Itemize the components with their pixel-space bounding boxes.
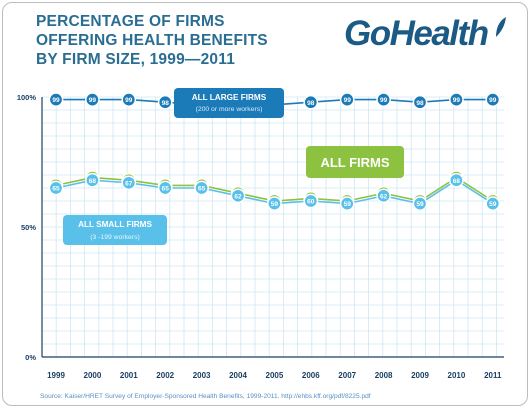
y-tick-label: 100% — [17, 93, 37, 102]
data-label-large: 99 — [125, 97, 133, 104]
x-tick-label: 2008 — [375, 371, 393, 380]
x-tick-label: 2002 — [156, 371, 174, 380]
x-tick-label: 1999 — [47, 371, 65, 380]
title-line-1: PERCENTAGE OF FIRMS — [36, 13, 225, 30]
data-label-small: 68 — [89, 178, 97, 185]
data-point-small — [376, 188, 391, 204]
data-label-small: 59 — [344, 201, 352, 208]
logo-text: GoHealth — [344, 14, 489, 53]
data-point-small — [157, 180, 173, 196]
data-label-small: 59 — [416, 201, 424, 208]
data-label-large: 99 — [380, 97, 388, 104]
data-label-small: 62 — [380, 193, 388, 200]
x-tick-label: 2000 — [84, 371, 102, 380]
data-label-small: 60 — [307, 199, 315, 206]
data-point-small — [412, 196, 428, 211]
data-label-large: 99 — [453, 97, 461, 104]
x-tick-label: 2007 — [338, 371, 356, 380]
data-point-large — [376, 92, 391, 107]
data-point-small — [339, 196, 355, 211]
data-point-large — [449, 92, 464, 107]
callout-sub-small: (3 -199 workers) — [90, 234, 139, 241]
callout-box-all — [306, 146, 404, 178]
data-point-large — [48, 92, 64, 107]
data-label-small: 62 — [234, 193, 242, 200]
data-point-large — [339, 92, 355, 107]
gohealth-logo: GoHealth — [344, 14, 506, 54]
data-label-large: 98 — [416, 100, 424, 107]
callout-large: ALL LARGE FIRMS (200 or more workers) — [174, 88, 284, 118]
callout-title-large: ALL LARGE FIRMS — [192, 93, 267, 102]
data-label-small: 59 — [271, 201, 279, 208]
x-tick-label: 2003 — [193, 371, 211, 380]
data-point-large — [412, 94, 428, 110]
data-label-small: 68 — [453, 178, 461, 185]
data-label-large: 99 — [89, 97, 97, 104]
data-point-small — [48, 180, 64, 196]
data-point-large — [121, 92, 137, 107]
data-label-large: 99 — [52, 97, 60, 104]
data-point-small — [267, 196, 282, 211]
x-tick-label: 2006 — [302, 371, 320, 380]
x-tick-label: 2011 — [484, 371, 502, 380]
data-label-large: 99 — [489, 97, 497, 104]
data-label-large: 98 — [162, 100, 170, 107]
leaf-icon — [496, 17, 506, 37]
series-small: 65 68 67 65 65 62 59 60 59 62 59 68 59 — [48, 172, 501, 211]
data-point-large — [485, 92, 501, 107]
data-point-small — [449, 172, 464, 188]
chart-frame — [2, 2, 528, 406]
data-label-large: 98 — [307, 100, 315, 107]
data-point-small — [121, 175, 137, 191]
callout-box-large — [174, 88, 284, 118]
callout-all: ALL FIRMS — [306, 146, 404, 178]
y-tick-label: 50% — [21, 223, 36, 232]
source-note: Source: Kaiser/HRET Survey of Employer-S… — [40, 393, 371, 400]
data-point-small — [303, 193, 319, 209]
data-point-small — [485, 196, 501, 211]
data-point-small — [194, 180, 209, 196]
chart-title: PERCENTAGE OF FIRMS OFFERING HEALTH BENE… — [36, 12, 336, 69]
data-label-small: 65 — [162, 186, 170, 193]
y-tick-label: 0% — [25, 353, 36, 362]
callout-title-small: ALL SMALL FIRMS — [78, 220, 152, 229]
data-point-large — [157, 94, 173, 110]
data-point-small — [85, 172, 100, 188]
x-tick-label: 2005 — [266, 371, 284, 380]
data-label-small: 59 — [489, 201, 497, 208]
x-tick-label: 2004 — [229, 371, 247, 380]
x-tick-label: 2010 — [448, 371, 466, 380]
data-point-large — [85, 92, 100, 107]
callout-sub-large: (200 or more workers) — [196, 106, 263, 113]
data-label-small: 65 — [52, 186, 60, 193]
callout-small: ALL SMALL FIRMS (3 -199 workers) — [63, 215, 167, 245]
title-line-3: BY FIRM SIZE, 1999—2011 — [36, 51, 236, 68]
data-label-small: 65 — [198, 186, 206, 193]
data-label-large: 99 — [344, 97, 352, 104]
x-tick-label: 2001 — [120, 371, 138, 380]
data-point-small — [230, 188, 246, 204]
title-line-2: OFFERING HEALTH BENEFITS — [36, 32, 268, 49]
callout-title-all: ALL FIRMS — [320, 155, 389, 170]
data-label-small: 67 — [125, 180, 133, 187]
x-tick-label: 2009 — [411, 371, 429, 380]
callout-box-small — [63, 215, 167, 245]
data-point-large — [303, 94, 319, 110]
